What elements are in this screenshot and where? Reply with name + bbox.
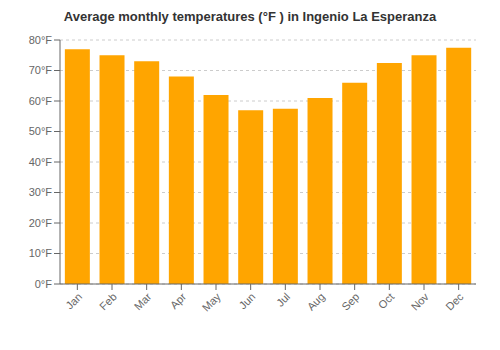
svg-text:Jan: Jan: [63, 290, 84, 311]
svg-text:20°F: 20°F: [29, 217, 53, 229]
svg-text:30°F: 30°F: [29, 186, 53, 198]
svg-text:60°F: 60°F: [29, 95, 53, 107]
svg-text:0°F: 0°F: [35, 278, 53, 290]
html-text:Average monthly temperatures (: Average monthly temperatures (°F ) in In…: [63, 9, 437, 24]
svg-text:Mar: Mar: [132, 290, 154, 312]
svg-text:Jun: Jun: [237, 290, 258, 311]
svg-text:Sep: Sep: [339, 290, 361, 312]
svg-text:40°F: 40°F: [29, 156, 53, 168]
svg-text:Feb: Feb: [97, 290, 119, 312]
svg-text:10°F: 10°F: [29, 247, 53, 259]
svg-text:Nov: Nov: [409, 290, 432, 313]
svg-text:Oct: Oct: [376, 290, 397, 311]
svg-text:Aug: Aug: [305, 290, 327, 312]
svg-text:70°F: 70°F: [29, 64, 53, 76]
svg-text:May: May: [200, 290, 224, 314]
svg-text:Apr: Apr: [168, 290, 189, 311]
svg-text:Dec: Dec: [443, 290, 466, 313]
svg-text:50°F: 50°F: [29, 125, 53, 137]
svg-text:Jul: Jul: [274, 290, 292, 308]
svg-text:80°F: 80°F: [29, 34, 53, 46]
